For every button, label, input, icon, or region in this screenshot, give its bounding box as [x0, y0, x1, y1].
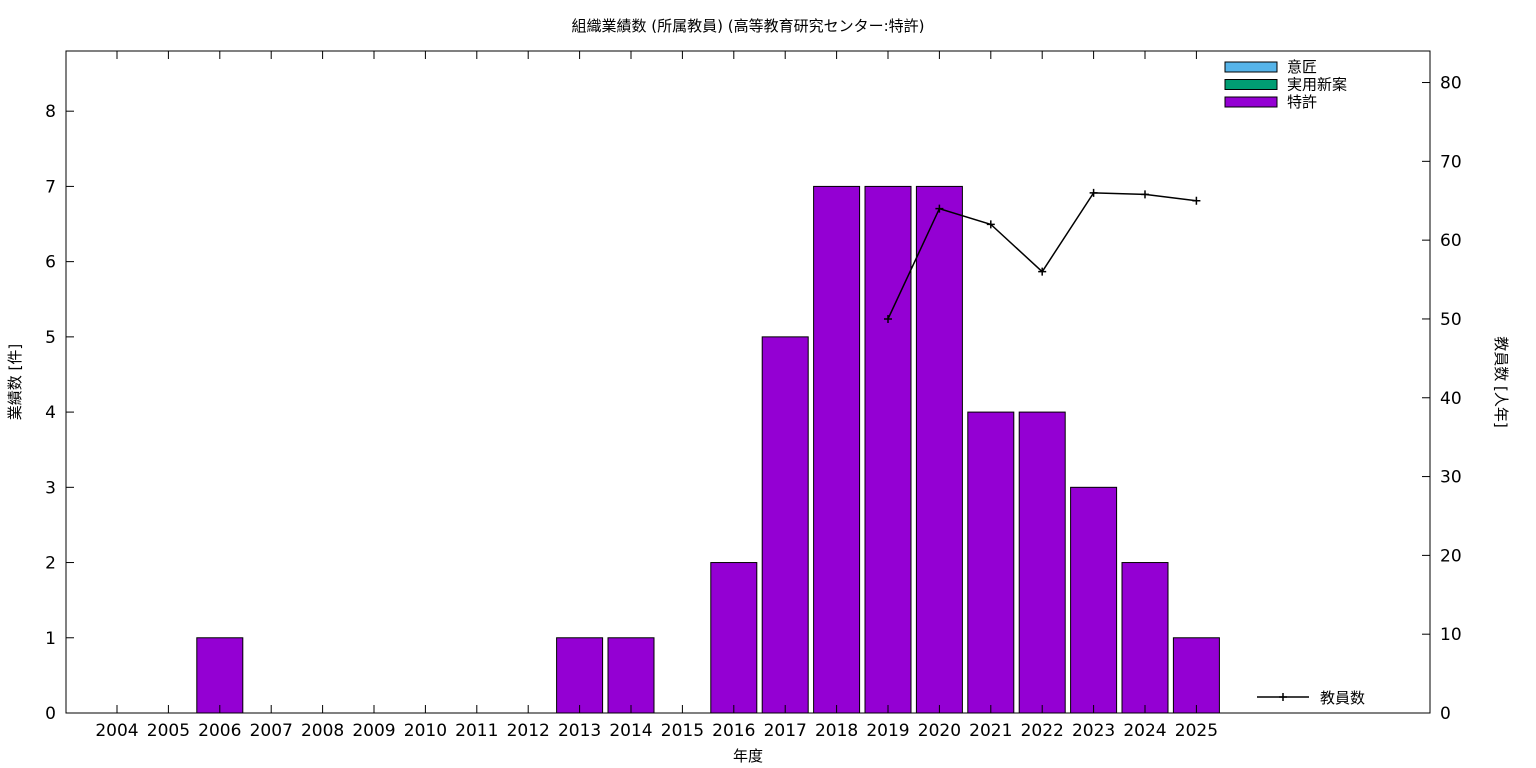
- bar-2-2014: [607, 637, 655, 714]
- x-tick-label: 2005: [147, 721, 190, 741]
- y-tick-label: 0: [45, 704, 56, 724]
- x-tick-label: 2006: [198, 721, 241, 741]
- x-tick-label: 2007: [250, 721, 293, 741]
- bar-2-2022: [1018, 411, 1066, 714]
- x-tick-label: 2004: [95, 721, 138, 741]
- legend-label-2: 特許: [1287, 93, 1317, 111]
- bar-2-2013: [556, 637, 604, 714]
- legend-swatch-1: [1224, 79, 1278, 90]
- y2-tick-label: 60: [1440, 231, 1462, 251]
- bar-2-2023: [1070, 486, 1118, 714]
- y-tick-label: 5: [45, 328, 56, 348]
- y-tick-label: 4: [45, 403, 56, 423]
- x-axis-label: 年度: [733, 747, 763, 765]
- bar-layer: [196, 185, 1220, 714]
- x-tick-label: 2024: [1123, 721, 1166, 741]
- y2-tick-label: 40: [1440, 389, 1462, 409]
- x-tick-label: 2016: [712, 721, 755, 741]
- bar-2-2018: [813, 185, 861, 714]
- x-tick-label: 2011: [455, 721, 498, 741]
- x-tick-label: 2010: [404, 721, 447, 741]
- line-point-2025: [1192, 196, 1201, 205]
- y-tick-label: 6: [45, 253, 56, 273]
- x-tick-label: 2012: [507, 721, 550, 741]
- x-tick-label: 2025: [1175, 721, 1218, 741]
- y-tick-label: 8: [45, 102, 56, 122]
- x-tick-label: 2023: [1072, 721, 1115, 741]
- line-point-2020: [935, 204, 944, 213]
- x-tick-label: 2009: [352, 721, 395, 741]
- legend-swatch-0: [1224, 61, 1278, 73]
- legend-label-1: 実用新案: [1287, 76, 1347, 94]
- y-tick-label: 7: [45, 177, 56, 197]
- x-tick-label: 2020: [918, 721, 961, 741]
- chart-title: 組織業績数 (所属教員) (高等教育研究センター:特許): [571, 17, 924, 35]
- line-point-2022: [1038, 267, 1047, 276]
- bar-2-2019: [864, 185, 912, 714]
- bar-2-2025: [1172, 637, 1220, 714]
- y2-axis-label: 教員数 [人年]: [1492, 336, 1510, 427]
- line-point-2024: [1141, 190, 1149, 199]
- x-tick-label: 2018: [815, 721, 858, 741]
- y2-tick-label: 70: [1440, 152, 1462, 172]
- bar-2-2024: [1121, 562, 1169, 714]
- y-tick-label: 3: [45, 478, 56, 498]
- x-tick-label: 2017: [764, 721, 807, 741]
- y2-tick-label: 30: [1440, 468, 1462, 488]
- plot-frame: [65, 50, 1431, 714]
- y-tick-label: 2: [45, 554, 56, 574]
- x-tick-label: 2015: [661, 721, 704, 741]
- line-point-2021: [986, 220, 995, 229]
- bar-2-2016: [710, 562, 758, 714]
- y2-tick-label: 20: [1440, 546, 1462, 566]
- x-tick-label: 2014: [609, 721, 652, 741]
- legend-label-0: 意匠: [1287, 58, 1317, 76]
- x-tick-label: 2022: [1021, 721, 1064, 741]
- y2-tick-label: 80: [1440, 74, 1462, 94]
- x-tick-label: 2013: [558, 721, 601, 741]
- x-tick-label: 2008: [301, 721, 344, 741]
- line-point-2023: [1089, 188, 1098, 197]
- legend-swatch-2: [1224, 96, 1278, 108]
- y2-tick-label: 0: [1440, 704, 1451, 724]
- y-tick-label: 1: [45, 629, 56, 649]
- bar-2-2020: [915, 185, 963, 714]
- y2-tick-label: 50: [1440, 310, 1462, 330]
- bar-2-2006: [196, 637, 244, 714]
- bar-2-2017: [761, 336, 809, 714]
- y-axis-label: 業績数 [件]: [6, 344, 24, 420]
- legend-line-marker: [1279, 693, 1287, 701]
- line-layer: [884, 188, 1201, 323]
- y2-tick-label: 10: [1440, 625, 1462, 645]
- x-tick-label: 2021: [969, 721, 1012, 741]
- x-tick-label: 2019: [866, 721, 909, 741]
- line-point-2019: [884, 314, 892, 323]
- legend-label-line: 教員数: [1320, 689, 1365, 707]
- bar-2-2021: [967, 411, 1015, 714]
